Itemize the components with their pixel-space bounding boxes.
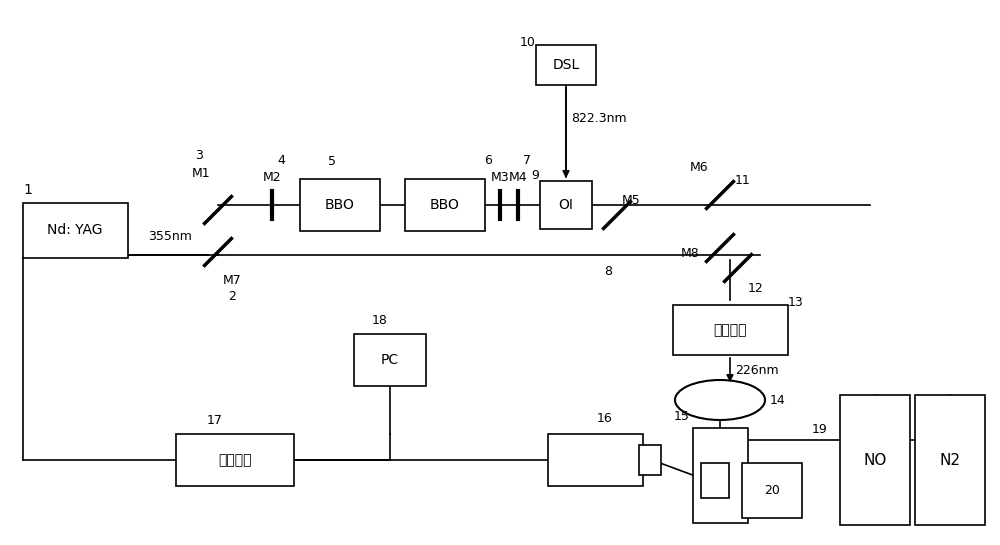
Text: 822.3nm: 822.3nm bbox=[571, 112, 627, 124]
Bar bbox=[548, 434, 642, 486]
Text: M6: M6 bbox=[689, 160, 708, 173]
Text: 18: 18 bbox=[372, 313, 388, 326]
Text: 8: 8 bbox=[604, 265, 612, 278]
Bar bbox=[692, 427, 748, 523]
Bar bbox=[840, 395, 910, 525]
Text: 12: 12 bbox=[748, 282, 764, 294]
Text: 6: 6 bbox=[484, 154, 492, 167]
Text: 混频晶体: 混频晶体 bbox=[713, 323, 747, 337]
Text: 20: 20 bbox=[764, 483, 780, 496]
Text: M2: M2 bbox=[263, 171, 281, 184]
Text: 19: 19 bbox=[812, 423, 828, 436]
Text: 14: 14 bbox=[770, 393, 786, 407]
Bar bbox=[639, 445, 661, 475]
Text: 4: 4 bbox=[277, 154, 285, 167]
Text: M5: M5 bbox=[622, 194, 641, 207]
Bar bbox=[540, 181, 592, 229]
Bar bbox=[405, 179, 485, 231]
Text: M3: M3 bbox=[491, 171, 509, 184]
Text: NO: NO bbox=[863, 452, 887, 468]
Text: 3: 3 bbox=[195, 149, 203, 162]
Text: BBO: BBO bbox=[325, 198, 355, 212]
Text: 11: 11 bbox=[735, 173, 751, 186]
Bar bbox=[672, 305, 788, 355]
Text: 1: 1 bbox=[23, 183, 32, 197]
Bar bbox=[176, 434, 294, 486]
Text: M1: M1 bbox=[191, 167, 210, 180]
Text: PC: PC bbox=[381, 353, 399, 367]
Bar bbox=[536, 45, 596, 85]
Text: M8: M8 bbox=[681, 246, 700, 259]
Text: 17: 17 bbox=[207, 414, 223, 427]
Bar bbox=[915, 395, 985, 525]
Text: 13: 13 bbox=[788, 295, 804, 308]
Text: Nd: YAG: Nd: YAG bbox=[47, 223, 103, 237]
Text: 10: 10 bbox=[520, 35, 536, 49]
Bar bbox=[354, 334, 426, 386]
Bar bbox=[701, 463, 729, 498]
Text: 355nm: 355nm bbox=[148, 230, 192, 243]
Bar bbox=[742, 463, 802, 518]
Text: 16: 16 bbox=[597, 411, 613, 425]
Text: BBO: BBO bbox=[430, 198, 460, 212]
Text: 7: 7 bbox=[523, 154, 531, 167]
Text: OI: OI bbox=[559, 198, 573, 212]
Text: 9: 9 bbox=[531, 168, 539, 181]
Bar bbox=[23, 203, 128, 257]
Text: 15: 15 bbox=[674, 409, 690, 422]
Bar bbox=[300, 179, 380, 231]
Text: 226nm: 226nm bbox=[735, 364, 779, 377]
Text: 5: 5 bbox=[328, 154, 336, 167]
Text: DSL: DSL bbox=[552, 58, 580, 72]
Text: 延时系统: 延时系统 bbox=[218, 453, 252, 467]
Text: M4: M4 bbox=[509, 171, 527, 184]
Text: M7: M7 bbox=[223, 274, 242, 287]
Text: 2: 2 bbox=[228, 290, 236, 303]
Text: N2: N2 bbox=[939, 452, 960, 468]
